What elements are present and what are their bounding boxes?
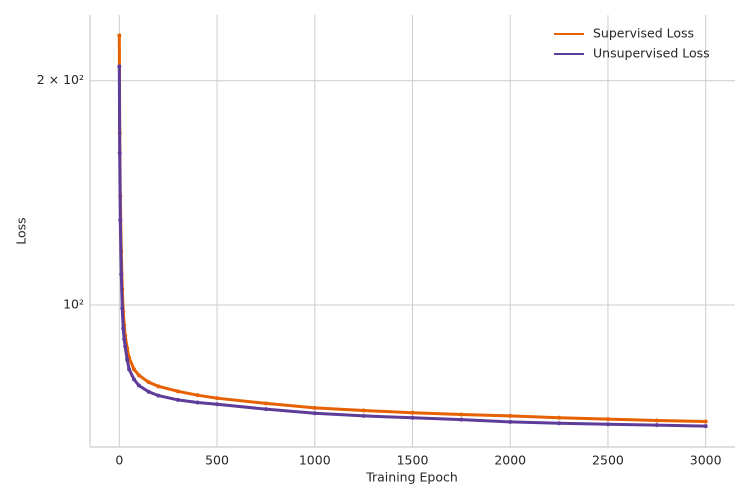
y-tick-label: 10²: [63, 297, 84, 312]
data-point: [263, 407, 268, 412]
data-point: [121, 326, 126, 331]
data-point: [122, 337, 127, 342]
data-point: [557, 421, 562, 426]
x-tick-label: 2500: [592, 453, 624, 468]
data-point: [125, 357, 130, 362]
data-point: [123, 344, 128, 349]
data-point: [215, 396, 220, 401]
data-point: [263, 401, 268, 406]
data-point: [312, 405, 317, 410]
data-point: [146, 380, 151, 385]
data-point: [410, 415, 415, 420]
data-point: [654, 418, 659, 423]
data-point: [459, 412, 464, 417]
data-point: [131, 367, 136, 372]
data-point: [136, 373, 141, 378]
data-point: [508, 413, 513, 418]
data-point: [508, 419, 513, 424]
data-point: [312, 411, 317, 416]
x-tick-label: 0: [115, 453, 123, 468]
legend-label: Unsupervised Loss: [593, 46, 710, 61]
data-point: [118, 218, 123, 223]
x-tick-label: 2000: [494, 453, 526, 468]
data-point: [156, 384, 161, 389]
data-point: [361, 413, 366, 418]
data-point: [459, 417, 464, 422]
data-point: [119, 272, 124, 277]
y-axis-label: Loss: [14, 217, 29, 244]
data-point: [410, 410, 415, 415]
data-point: [136, 383, 141, 388]
data-point: [117, 64, 122, 69]
x-tick-label: 3000: [690, 453, 722, 468]
data-point: [361, 408, 366, 413]
data-point: [195, 393, 200, 398]
data-point: [195, 400, 200, 405]
x-tick-label: 1500: [397, 453, 429, 468]
x-tick-label: 500: [205, 453, 229, 468]
data-point: [117, 33, 122, 38]
y-tick-label: 2 × 10²: [37, 72, 84, 87]
legend-label: Supervised Loss: [593, 26, 694, 41]
data-point: [117, 150, 122, 155]
data-point: [703, 419, 708, 424]
data-point: [131, 377, 136, 382]
data-point: [557, 415, 562, 420]
x-axis-label: Training Epoch: [365, 470, 458, 485]
data-point: [156, 393, 161, 398]
data-point: [215, 402, 220, 407]
x-tick-label: 1000: [299, 453, 331, 468]
data-point: [146, 389, 151, 394]
data-point: [654, 423, 659, 428]
data-point: [703, 424, 708, 429]
data-point: [175, 389, 180, 394]
data-point: [120, 306, 125, 311]
data-point: [175, 397, 180, 402]
data-point: [605, 422, 610, 427]
data-point: [605, 417, 610, 422]
data-point: [127, 367, 132, 372]
